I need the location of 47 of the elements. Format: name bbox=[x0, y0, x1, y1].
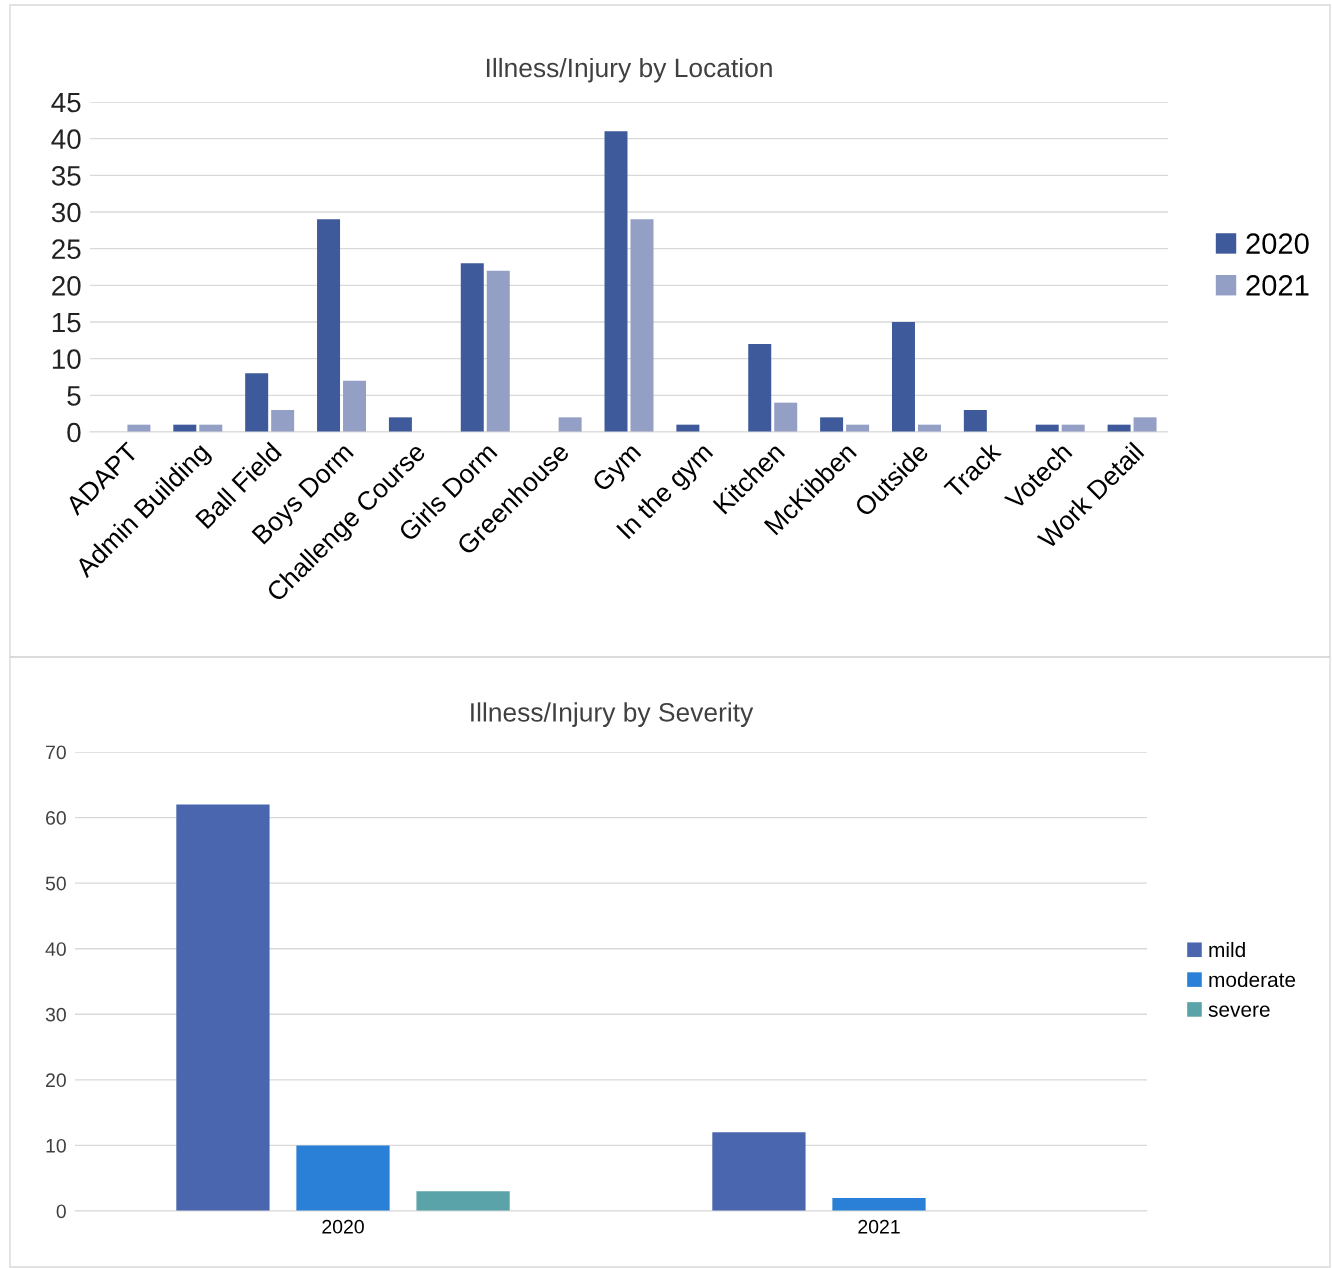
bar bbox=[891, 322, 915, 432]
bar bbox=[388, 417, 412, 432]
y-tick-label: 30 bbox=[51, 202, 81, 223]
chart-title: Illness/Injury by Location bbox=[486, 57, 772, 83]
bar bbox=[820, 417, 844, 432]
bar bbox=[460, 263, 484, 432]
legend-label: 2020 bbox=[1246, 233, 1309, 254]
bar bbox=[176, 804, 270, 1211]
y-tick-label: 40 bbox=[45, 942, 66, 956]
legend-label: 2021 bbox=[1246, 275, 1309, 296]
legend-label: moderate bbox=[1209, 971, 1296, 988]
bar bbox=[712, 1132, 806, 1211]
y-tick-label: 40 bbox=[51, 129, 81, 150]
y-tick-label: 20 bbox=[46, 1073, 66, 1088]
x-tick-label: Gym bbox=[591, 442, 646, 497]
bar bbox=[748, 344, 772, 432]
bar bbox=[271, 410, 295, 432]
legend-label: severe bbox=[1208, 1005, 1270, 1017]
bar bbox=[245, 373, 269, 432]
bar bbox=[1133, 417, 1157, 432]
y-tick-label: 60 bbox=[46, 811, 66, 825]
y-tick-label: 70 bbox=[46, 745, 66, 760]
y-tick-label: 10 bbox=[46, 1138, 66, 1153]
bar bbox=[963, 410, 987, 432]
y-tick-label: 50 bbox=[45, 876, 66, 891]
bar bbox=[604, 131, 628, 432]
y-tick-label: 15 bbox=[52, 312, 81, 333]
bar bbox=[558, 417, 582, 432]
y-tick-label: 10 bbox=[52, 349, 81, 370]
bar bbox=[774, 402, 798, 432]
y-tick-label: 5 bbox=[67, 386, 81, 406]
y-tick-label: 45 bbox=[51, 92, 81, 113]
bar bbox=[317, 219, 341, 432]
chart-title: Illness/Injury by Severity bbox=[471, 702, 754, 727]
bar bbox=[486, 270, 510, 432]
y-tick-label: 25 bbox=[52, 239, 81, 260]
y-tick-label: 30 bbox=[45, 1007, 66, 1022]
y-tick-label: 35 bbox=[51, 166, 81, 186]
bar bbox=[630, 219, 654, 432]
bar bbox=[343, 380, 367, 432]
y-tick-label: 0 bbox=[67, 422, 81, 443]
y-tick-label: 20 bbox=[52, 276, 81, 296]
bar bbox=[416, 1191, 510, 1211]
bar bbox=[296, 1145, 390, 1211]
bar bbox=[832, 1197, 926, 1211]
legend-label: mild bbox=[1209, 941, 1245, 958]
y-tick-label: 0 bbox=[56, 1204, 66, 1219]
